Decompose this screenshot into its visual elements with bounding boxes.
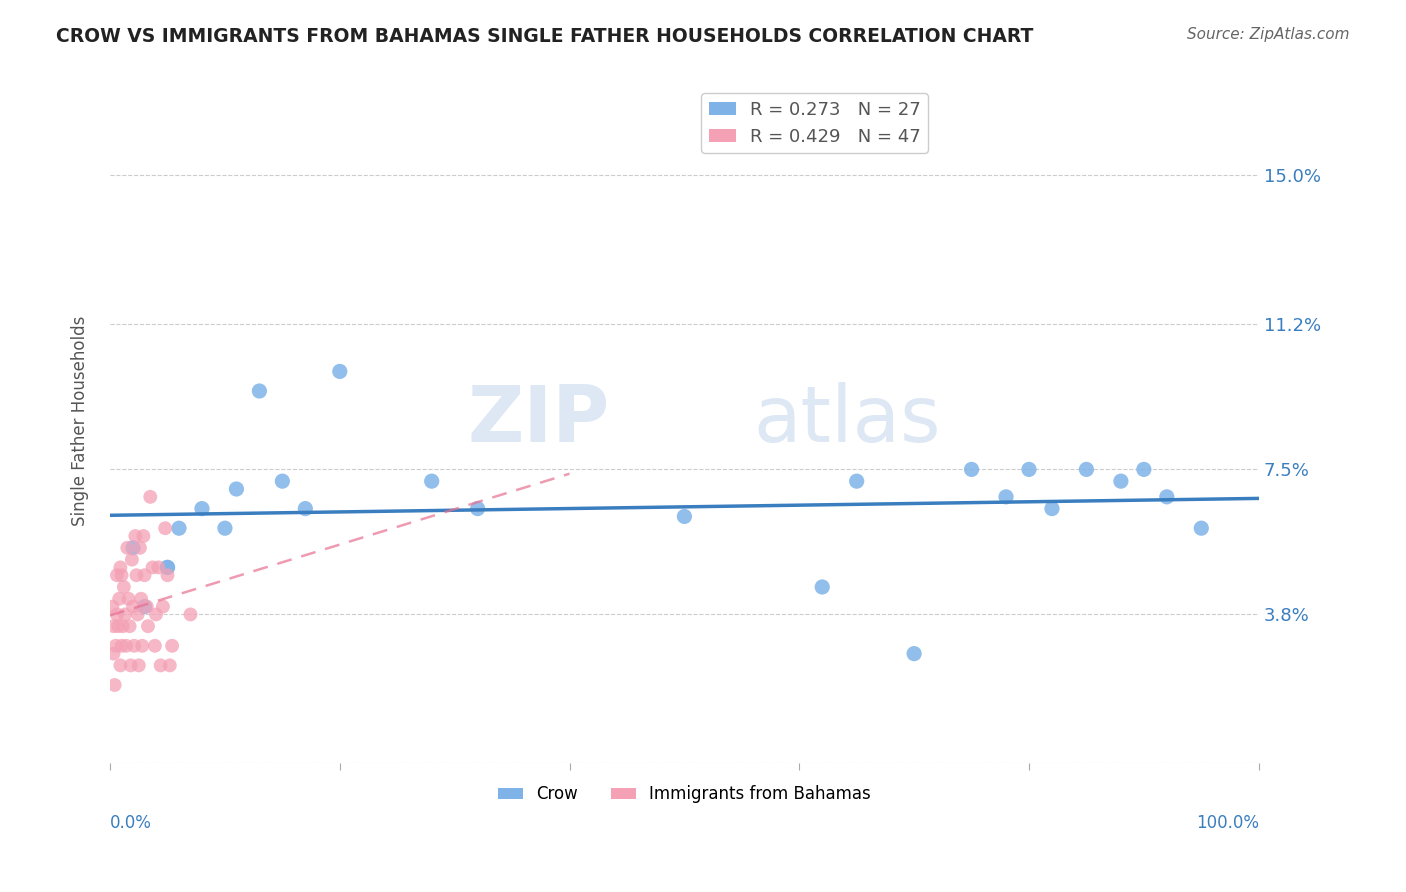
Point xyxy=(110,639,132,653)
Y-axis label: Single Father Households: Single Father Households xyxy=(72,315,89,525)
Point xyxy=(129,541,152,555)
Point xyxy=(247,384,270,398)
Point xyxy=(118,619,141,633)
Point xyxy=(673,509,696,524)
Point xyxy=(225,482,247,496)
Point xyxy=(107,619,129,633)
Text: atlas: atlas xyxy=(754,383,941,458)
Point xyxy=(121,552,143,566)
Point xyxy=(110,560,132,574)
Point xyxy=(127,607,149,622)
Point xyxy=(142,560,165,574)
Point xyxy=(110,658,132,673)
Point xyxy=(101,599,124,614)
Point xyxy=(111,619,134,633)
Point xyxy=(1109,474,1132,488)
Point xyxy=(122,639,145,653)
Point xyxy=(103,619,125,633)
Text: 100.0%: 100.0% xyxy=(1195,814,1258,832)
Point xyxy=(110,568,132,582)
Point xyxy=(125,568,148,582)
Point xyxy=(960,462,983,476)
Point xyxy=(420,474,443,488)
Text: ZIP: ZIP xyxy=(467,383,610,458)
Point xyxy=(143,639,166,653)
Point xyxy=(108,591,131,606)
Legend: Crow, Immigrants from Bahamas: Crow, Immigrants from Bahamas xyxy=(491,779,877,810)
Point xyxy=(152,599,174,614)
Point xyxy=(117,541,139,555)
Point xyxy=(114,607,136,622)
Point xyxy=(159,658,181,673)
Point xyxy=(148,560,170,574)
Point xyxy=(117,591,139,606)
Point xyxy=(1040,501,1063,516)
Point xyxy=(122,541,145,555)
Point xyxy=(120,658,142,673)
Point xyxy=(134,599,156,614)
Point xyxy=(214,521,236,535)
Text: Source: ZipAtlas.com: Source: ZipAtlas.com xyxy=(1187,27,1350,42)
Point xyxy=(105,568,128,582)
Point xyxy=(149,658,172,673)
Point xyxy=(115,639,138,653)
Point xyxy=(103,647,125,661)
Point xyxy=(156,568,179,582)
Point xyxy=(129,591,152,606)
Point xyxy=(179,607,201,622)
Point xyxy=(135,599,157,614)
Point xyxy=(329,364,352,378)
Point xyxy=(995,490,1018,504)
Point xyxy=(811,580,834,594)
Point xyxy=(112,580,135,594)
Point xyxy=(131,639,153,653)
Point xyxy=(156,560,179,574)
Point xyxy=(845,474,868,488)
Point xyxy=(122,599,145,614)
Point xyxy=(1156,490,1178,504)
Point xyxy=(124,529,146,543)
Point xyxy=(132,529,155,543)
Point xyxy=(271,474,294,488)
Point xyxy=(1189,521,1212,535)
Point xyxy=(104,678,127,692)
Point xyxy=(139,490,162,504)
Point xyxy=(155,521,177,535)
Text: CROW VS IMMIGRANTS FROM BAHAMAS SINGLE FATHER HOUSEHOLDS CORRELATION CHART: CROW VS IMMIGRANTS FROM BAHAMAS SINGLE F… xyxy=(56,27,1033,45)
Text: 0.0%: 0.0% xyxy=(110,814,152,832)
Point xyxy=(105,607,128,622)
Point xyxy=(160,639,183,653)
Point xyxy=(903,647,925,661)
Point xyxy=(1133,462,1156,476)
Point xyxy=(134,568,156,582)
Point xyxy=(104,639,127,653)
Point xyxy=(294,501,316,516)
Point xyxy=(1076,462,1098,476)
Point xyxy=(136,619,159,633)
Point xyxy=(191,501,214,516)
Point xyxy=(167,521,190,535)
Point xyxy=(156,560,179,574)
Point xyxy=(145,607,167,622)
Point xyxy=(467,501,489,516)
Point xyxy=(1018,462,1040,476)
Point xyxy=(128,658,150,673)
